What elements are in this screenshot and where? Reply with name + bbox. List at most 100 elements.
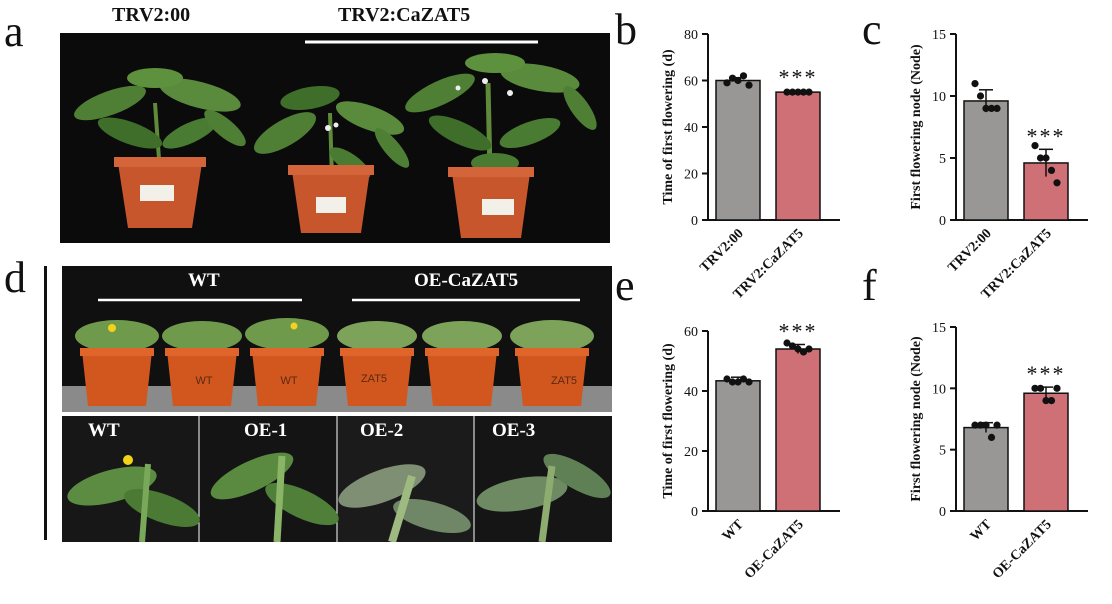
point-f-1-0	[1031, 384, 1039, 392]
point-e-0-3	[739, 375, 748, 383]
point-c-0-2	[982, 104, 990, 112]
y-tick-label-b-1: 20	[684, 168, 698, 183]
bar-b-1	[775, 91, 821, 221]
photo-a	[60, 33, 610, 243]
photo-d-top: WT WT ZAT5 ZAT5	[62, 266, 612, 412]
photo-d-bottom-label-3: OE-2	[360, 420, 404, 441]
point-c-0-3	[987, 104, 996, 112]
plant-trv2-cazat5-1	[254, 85, 410, 233]
pot-tag-3: WT	[280, 375, 297, 387]
y-tick-label-f-3: 15	[932, 321, 946, 336]
y-tick-label-b-2: 40	[684, 121, 698, 136]
y-tick-label-c-1: 5	[939, 152, 946, 167]
point-c-0-0	[971, 80, 979, 88]
x-tick-label-c-0: TRV2:00	[946, 226, 995, 275]
plant-trv2-00	[74, 68, 246, 228]
point-b-1-3	[799, 88, 808, 96]
point-f-1-1	[1036, 384, 1045, 392]
point-e-1-3	[799, 348, 808, 356]
x-tick-label-e-0: WT	[720, 517, 748, 545]
x-tick-label-b-0: TRV2:00	[698, 226, 747, 275]
pot-tag-2: WT	[195, 375, 212, 387]
point-b-1-4	[805, 88, 813, 96]
panel-letter-e: e	[615, 261, 635, 310]
chart-f: 0 5 10 15 First flowering node (Node) WT *** OE…	[909, 321, 1088, 582]
bar-c-0	[963, 100, 1009, 221]
point-b-0-3	[739, 72, 748, 80]
pot-tag-6: ZAT5	[551, 375, 577, 387]
y-tick-label-e-1: 20	[684, 445, 698, 460]
y-tick-label-c-3: 15	[932, 28, 946, 43]
x-tick-label-f-1: OE-CaZAT5	[990, 517, 1055, 582]
point-c-1-2	[1042, 154, 1050, 162]
point-c-1-1	[1036, 154, 1045, 162]
point-b-1-2	[794, 88, 802, 96]
y-tick-label-f-2: 10	[932, 382, 946, 397]
point-c-1-4	[1053, 179, 1061, 187]
significance-e-1: ***	[779, 319, 818, 344]
point-f-0-1	[976, 421, 985, 429]
chart-b: 0 20 40 60 80 Time of first flowering (d) TRV2…	[661, 28, 840, 300]
significance-f-1: ***	[1027, 361, 1066, 386]
point-c-1-0	[1031, 142, 1039, 150]
point-f-1-3	[1047, 397, 1056, 405]
y-tick-label-c-0: 0	[939, 214, 946, 229]
point-c-0-4	[993, 104, 1001, 112]
photo-a-label-left: TRV2:00	[112, 4, 191, 26]
y-axis-label-b: Time of first flowering (d)	[661, 49, 676, 205]
bar-f-1	[1023, 392, 1069, 512]
point-f-0-2	[982, 421, 990, 429]
bar-b-0	[715, 79, 761, 221]
bar-e-1	[775, 348, 821, 512]
photo-a-label-right: TRV2:CaZAT5	[338, 4, 471, 26]
y-tick-label-c-2: 10	[932, 90, 946, 105]
panel-d-side-bar	[44, 266, 47, 540]
y-axis-label-e: Time of first flowering (d)	[661, 343, 676, 499]
point-f-1-2	[1042, 397, 1050, 405]
y-tick-label-e-2: 40	[684, 385, 698, 400]
point-e-1-0	[783, 339, 791, 347]
photo-d-bottom-label-4: OE-3	[492, 420, 536, 441]
y-tick-label-b-0: 0	[691, 214, 698, 229]
chart-e: 0 20 40 60 Time of first flowering (d) WT *** O…	[661, 319, 840, 582]
point-f-0-4	[993, 421, 1001, 429]
photo-d-top-label-oe: OE-CaZAT5	[414, 270, 519, 291]
significance-c-1: ***	[1027, 123, 1066, 148]
significance-b-1: ***	[779, 65, 818, 90]
y-axis-label-f: First flowering node (Node)	[909, 336, 924, 502]
point-b-0-4	[745, 81, 753, 89]
pot-tag-4: ZAT5	[361, 373, 387, 385]
y-axis-label-c: First flowering node (Node)	[909, 44, 924, 210]
x-tick-label-e-1: OE-CaZAT5	[742, 517, 807, 582]
point-e-1-4	[805, 345, 813, 353]
point-e-0-0	[723, 375, 731, 383]
point-e-0-4	[745, 378, 753, 386]
y-tick-label-f-1: 5	[939, 444, 946, 459]
point-e-0-1	[728, 378, 737, 386]
panel-letter-a: a	[4, 7, 24, 56]
x-tick-label-f-0: WT	[968, 517, 996, 545]
panel-letter-d: d	[4, 253, 26, 302]
chart-c: 0 5 10 15 First flowering node (Node) TRV2:00…	[909, 28, 1088, 300]
point-e-1-2	[794, 345, 802, 353]
bar-e-0	[715, 380, 761, 512]
photo-d-top-label-wt: WT	[188, 270, 220, 291]
y-tick-label-e-3: 60	[684, 325, 698, 340]
point-b-1-0	[783, 88, 791, 96]
plant-trv2-cazat5-2	[405, 53, 597, 238]
bar-f-0	[963, 426, 1009, 512]
photo-d-bottom	[62, 416, 612, 542]
point-b-0-0	[723, 79, 731, 87]
y-tick-label-b-3: 60	[684, 75, 698, 90]
point-f-0-0	[971, 421, 979, 429]
photo-d-bottom-label-2: OE-1	[244, 420, 288, 441]
point-b-0-2	[734, 76, 742, 85]
y-tick-label-e-0: 0	[691, 505, 698, 520]
panel-letter-b: b	[615, 5, 637, 54]
y-tick-label-b-4: 80	[684, 28, 698, 43]
y-tick-label-f-0: 0	[939, 505, 946, 520]
photo-a-plants	[74, 40, 597, 238]
point-e-1-1	[788, 342, 797, 350]
point-f-1-4	[1053, 384, 1061, 392]
point-b-1-1	[788, 88, 797, 96]
